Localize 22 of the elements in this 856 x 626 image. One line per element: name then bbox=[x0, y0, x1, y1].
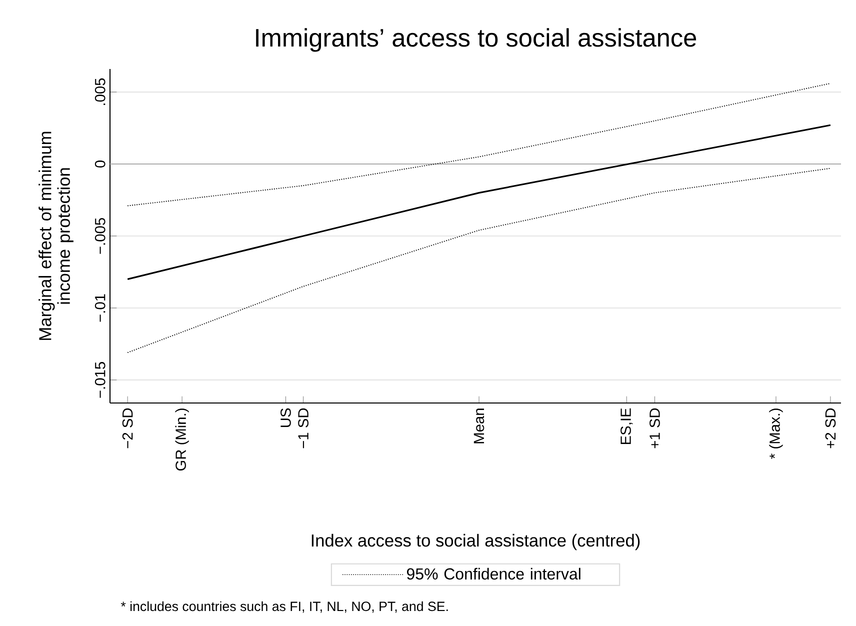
line-series bbox=[126, 124, 832, 280]
x-axis-title: Index access to social assistance (centred) bbox=[312, 534, 640, 550]
line-series bbox=[127, 82, 831, 206]
x-tick-label: US bbox=[280, 408, 291, 427]
x-tick-label: GR (Min.) bbox=[175, 408, 189, 471]
x-tick-label: +1 SD bbox=[650, 408, 660, 448]
x-tick-label: −2 SD bbox=[122, 408, 133, 448]
y-tick-label: −.015 bbox=[94, 362, 106, 398]
y-tick-label: 0 bbox=[94, 160, 106, 168]
y-tick-label: −.005 bbox=[94, 218, 106, 254]
y-axis-title: Marginal effect of minimum income protection bbox=[38, 132, 74, 340]
x-tick-label: −1 SD bbox=[298, 408, 308, 448]
chart-title: Immigrants’ access to social assistance bbox=[256, 28, 696, 52]
text: * includes countries such as FI, IT, NL, NO, PT, and SE. bbox=[120, 601, 448, 613]
y-tick-label: .005 bbox=[94, 78, 106, 105]
y-tick-label: −.01 bbox=[94, 294, 106, 322]
line-series bbox=[127, 168, 831, 354]
x-tick-label: ES,IE bbox=[620, 408, 633, 444]
x-tick-label: Mean bbox=[474, 408, 484, 444]
x-tick-label: +2 SD bbox=[825, 408, 836, 448]
x-tick-label: * (Max.) bbox=[769, 408, 783, 459]
legend-label: 95% Confidence interval bbox=[407, 568, 580, 580]
